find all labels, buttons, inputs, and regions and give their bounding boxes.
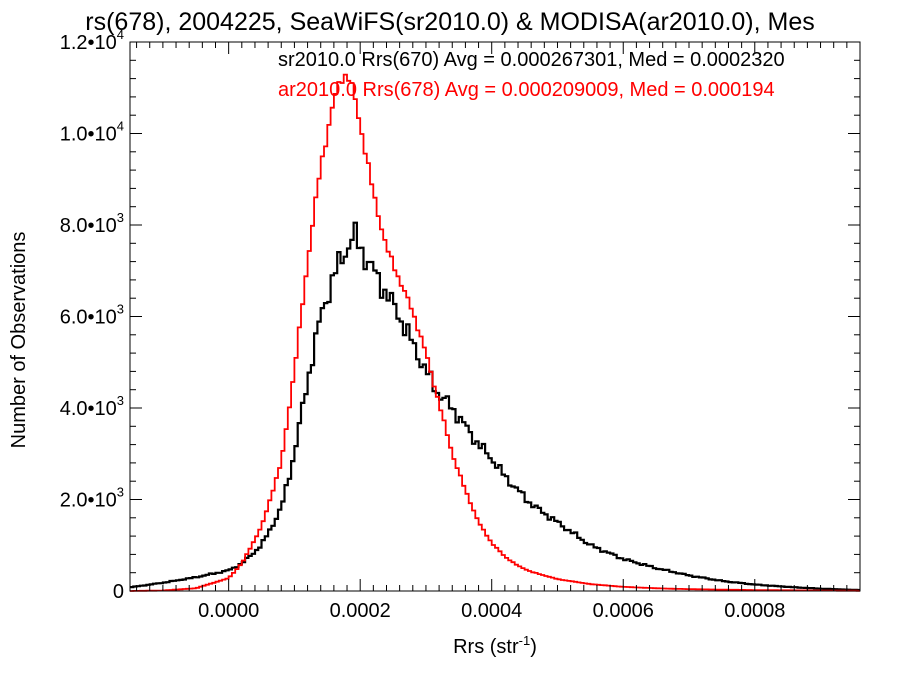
y-tick-mantissa: 6.0•10 [60, 307, 117, 329]
x-tick-label: 0.0002 [330, 600, 391, 622]
y-tick-mantissa: 8.0•10 [60, 215, 117, 237]
x-axis-label-text: Rrs (str [453, 636, 519, 658]
chart-title: rs(678), 2004225, SeaWiFS(sr2010.0) & MO… [85, 8, 814, 36]
y-tick-mantissa: 1.2•10 [60, 32, 117, 54]
y-tick-exponent: 4 [117, 119, 124, 134]
y-tick-mantissa: 1.0•10 [60, 124, 117, 146]
x-axis-label-close: ) [530, 636, 537, 658]
y-tick-label: 1.0•104 [60, 119, 124, 146]
x-tick-label: 0.0000 [198, 600, 259, 622]
y-tick-exponent: 3 [117, 393, 124, 408]
series-line-black [130, 221, 860, 592]
y-tick-exponent: 3 [117, 485, 124, 500]
x-tick-label: 0.0008 [724, 600, 785, 622]
y-tick-exponent: 3 [117, 210, 124, 225]
y-tick-label: 6.0•103 [60, 302, 124, 329]
y-tick-exponent: 3 [117, 302, 124, 317]
legend-entry-black: sr2010.0 Rrs(670) Avg = 0.000267301, Med… [278, 49, 785, 71]
y-tick-label: 0 [113, 581, 124, 603]
x-axis-label: Rrs (str-1) [453, 633, 537, 658]
y-tick-mantissa: 0 [113, 581, 124, 603]
legend-entry-red: ar2010.0 Rrs(678) Avg = 0.000209009, Med… [278, 79, 775, 101]
series-line-red [130, 73, 860, 592]
x-tick-label: 0.0004 [461, 600, 522, 622]
plot-frame [129, 41, 861, 592]
y-tick-mantissa: 4.0•10 [60, 398, 117, 420]
y-tick-label: 8.0•103 [60, 210, 124, 237]
y-tick-label: 4.0•103 [60, 393, 124, 420]
x-tick-label: 0.0006 [593, 600, 654, 622]
y-tick-mantissa: 2.0•10 [60, 490, 117, 512]
y-tick-exponent: 4 [117, 27, 124, 42]
plot-area: 02.0•1034.0•1036.0•1038.0•1031.0•1041.2•… [60, 27, 861, 622]
x-axis-label-exponent: -1 [519, 633, 531, 648]
y-axis-label: Number of Observations [8, 232, 30, 449]
y-tick-label: 1.2•104 [60, 27, 124, 54]
y-tick-label: 2.0•103 [60, 485, 124, 512]
